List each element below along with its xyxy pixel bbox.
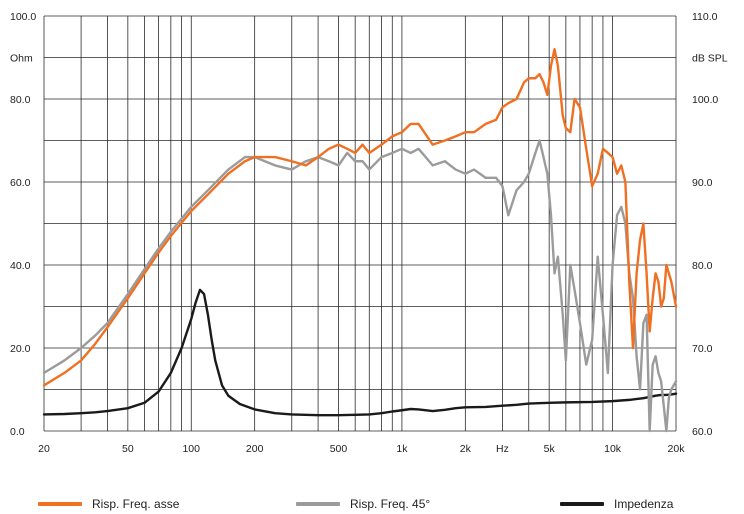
x-tick-label: 500 <box>330 443 348 455</box>
frequency-response-chart: 20 50 100 200 500 1k 2k Hz 5k 10k 20k 0.0 20.0 40.0 60… <box>10 11 728 455</box>
right-tick-label: 90.0 <box>692 177 713 189</box>
x-tick-label: 10k <box>604 443 622 455</box>
legend-item-axis-response: Risp. Freq. asse <box>38 494 179 514</box>
legend-item-impedance: Impedenza <box>560 494 673 514</box>
x-tick-label: 2k <box>460 443 472 455</box>
x-tick-label: 20k <box>668 443 686 455</box>
left-tick-label: 0.0 <box>10 426 25 438</box>
x-tick-label: 100 <box>182 443 200 455</box>
left-tick-label: 20.0 <box>10 343 31 355</box>
left-tick-label: Ohm <box>10 53 33 65</box>
right-tick-label: 80.0 <box>692 260 713 272</box>
legend-label-impedance: Impedenza <box>614 497 674 511</box>
series-line-2 <box>42 288 678 417</box>
legend-label-axis-response: Risp. Freq. asse <box>92 497 180 511</box>
x-tick-label: Hz <box>496 443 509 455</box>
x-tick-label: 5k <box>544 443 556 455</box>
legend-label-45-response: Risp. Freq. 45° <box>350 497 431 511</box>
left-tick-label: 100.0 <box>10 11 36 23</box>
series-line-1 <box>42 139 678 433</box>
chart-series-layer <box>42 48 678 433</box>
left-tick-label: 40.0 <box>10 260 31 272</box>
x-tick-label: 200 <box>246 443 264 455</box>
left-tick-label: 60.0 <box>10 177 31 189</box>
right-tick-label: 100.0 <box>692 94 718 106</box>
legend-swatch-impedance <box>560 502 604 506</box>
right-tick-label: 70.0 <box>692 343 713 355</box>
chart-grid <box>43 15 677 432</box>
x-tick-label: 20 <box>38 443 50 455</box>
legend-swatch-axis-response <box>38 502 82 506</box>
right-tick-label: dB SPL <box>692 53 728 65</box>
chart-axis-labels: 20 50 100 200 500 1k 2k Hz 5k 10k 20k 0.0 20.0 40.0 60… <box>10 11 728 455</box>
x-tick-label: 50 <box>122 443 134 455</box>
legend-item-45-response: Risp. Freq. 45° <box>296 494 430 514</box>
right-tick-label: 110.0 <box>692 11 718 23</box>
x-tick-label: 1k <box>396 443 408 455</box>
right-tick-label: 60.0 <box>692 426 713 438</box>
left-tick-label: 80.0 <box>10 94 31 106</box>
legend-swatch-45-response <box>296 502 340 506</box>
series-line-0 <box>42 48 678 387</box>
